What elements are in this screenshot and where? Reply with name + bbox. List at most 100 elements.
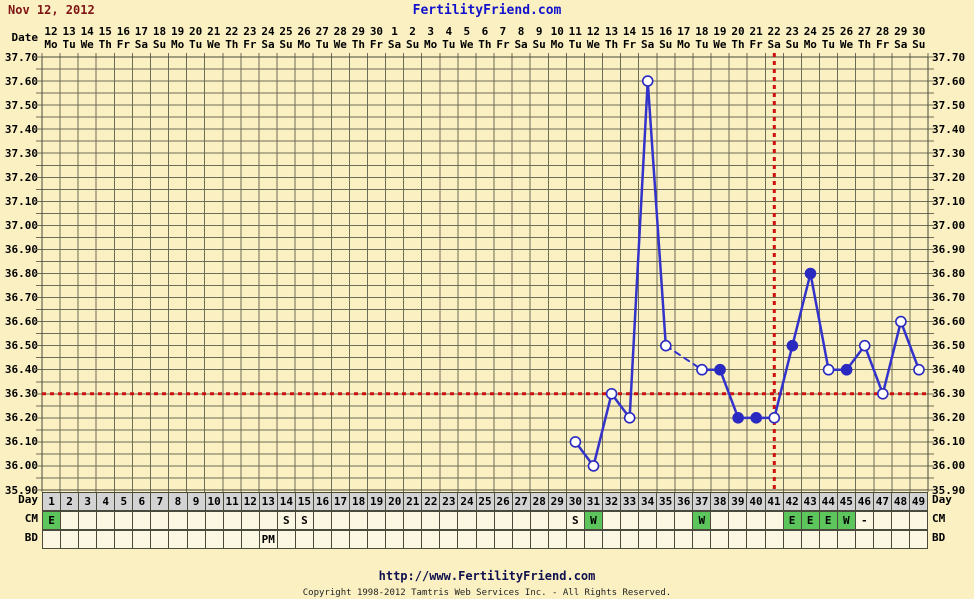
cm-cell — [386, 512, 405, 529]
y-axis-label-right: 36.40 — [932, 363, 966, 376]
weekday-abbrev: Tu — [568, 38, 582, 51]
weekday-abbrev: We — [586, 38, 600, 51]
bd-cell — [639, 531, 658, 548]
date-column: 28 Fr — [874, 25, 892, 52]
date-number: 28 — [333, 25, 347, 38]
y-axis-label-left: 37.60 — [4, 75, 38, 88]
date-number: 13 — [604, 25, 619, 38]
y-axis-label-right: 36.70 — [932, 291, 966, 304]
date-number: 21 — [207, 25, 221, 38]
date-column: 23 Su — [783, 25, 801, 52]
y-axis-label-left: 37.10 — [4, 195, 38, 208]
date-number: 24 — [261, 25, 275, 38]
temp-point-day-37 — [696, 363, 708, 376]
cm-cell — [873, 512, 892, 529]
date-column: 14 We — [78, 25, 96, 52]
weekday-abbrev: Fr — [116, 38, 130, 51]
day-cell: 41 — [765, 493, 784, 510]
site-header-link[interactable]: FertilityFriend.com — [412, 3, 562, 18]
date-number: 19 — [170, 25, 185, 38]
day-cell: 44 — [819, 493, 838, 510]
date-column: 12 Mo — [42, 25, 60, 52]
bd-cell — [350, 531, 369, 548]
footer-url-link[interactable]: http://www.FertilityFriend.com — [378, 569, 596, 583]
weekday-abbrev: Su — [152, 38, 167, 51]
date-number: 29 — [351, 25, 365, 38]
y-axis-label-right: 37.50 — [932, 99, 966, 112]
date-number: 26 — [297, 25, 311, 38]
temp-point-day-44 — [822, 363, 835, 376]
weekday-abbrev: Su — [785, 38, 799, 51]
date-number: 13 — [62, 25, 76, 38]
day-cell: 20 — [386, 493, 405, 510]
date-number: 23 — [243, 25, 257, 38]
date-number: 11 — [568, 25, 582, 38]
cm-cell — [169, 512, 188, 529]
day-cell: 36 — [675, 493, 694, 510]
temp-point-day-47 — [876, 387, 889, 400]
date-number: 27 — [857, 25, 872, 38]
weekday-abbrev: Tu — [442, 38, 456, 51]
bd-cell — [295, 531, 314, 548]
y-axis-label-right: 35.90 — [932, 484, 966, 497]
bd-cell — [241, 531, 260, 548]
weekday-abbrev: Fr — [496, 38, 510, 51]
y-axis-label-right: 36.10 — [932, 435, 966, 448]
bd-cell — [855, 531, 874, 548]
bd-cell — [566, 531, 585, 548]
bd-cell — [187, 531, 206, 548]
bd-cell — [277, 531, 296, 548]
date-number: 1 — [391, 25, 398, 38]
date-column: 29 Sa — [892, 25, 910, 52]
cm-cell — [602, 512, 621, 529]
date-column: 23 Fr — [241, 25, 259, 52]
cm-cell — [657, 512, 676, 529]
bd-cell — [837, 531, 856, 548]
weekday-abbrev: Fr — [243, 38, 257, 51]
cm-cell — [711, 512, 730, 529]
weekday-abbrev: Th — [604, 38, 619, 51]
date-column: 20 Tu — [187, 25, 205, 52]
bd-cell — [801, 531, 820, 548]
date-column: 13 Th — [602, 25, 620, 52]
date-number: 16 — [659, 25, 673, 38]
date-column: 6 Th — [476, 25, 494, 52]
date-number: 18 — [695, 25, 709, 38]
bd-cell — [675, 531, 694, 548]
cm-cell — [548, 512, 567, 529]
date-number: 7 — [499, 25, 507, 38]
y-axis-label-left: 36.70 — [4, 291, 38, 304]
day-cell: 48 — [891, 493, 910, 510]
y-axis-label-right: 36.60 — [932, 315, 966, 328]
date-column: 14 Fr — [621, 25, 639, 52]
chart-date-title: Nov 12, 2012 — [8, 3, 95, 17]
weekday-abbrev: Mo — [44, 38, 58, 51]
cm-cell — [404, 512, 423, 529]
cm-cell — [476, 512, 495, 529]
bd-cell — [548, 531, 567, 548]
weekday-abbrev: Tu — [189, 38, 203, 51]
bd-cell — [313, 531, 332, 548]
bd-cell — [711, 531, 730, 548]
cm-cell: W — [693, 512, 712, 529]
cm-cell — [313, 512, 332, 529]
day-cell: 34 — [639, 493, 658, 510]
y-axis-label-right: 37.00 — [932, 219, 966, 232]
date-number: 5 — [463, 25, 471, 38]
temp-point-day-39 — [732, 412, 744, 424]
date-number: 29 — [894, 25, 908, 38]
y-axis-label-right: 36.50 — [932, 339, 966, 352]
temp-line-segment — [791, 272, 812, 347]
date-header-row: 12 Mo 13 Tu 14 We 15 Th 16 Fr 17 Sa 18 Su 19 Mo 20 Tu 21 We… — [42, 25, 928, 52]
cm-cell — [729, 512, 748, 529]
cm-cell — [368, 512, 387, 529]
bd-row-label-left: BD — [24, 531, 38, 544]
date-number: 24 — [803, 25, 817, 38]
day-cell: 14 — [277, 493, 296, 510]
weekday-abbrev: Su — [532, 38, 546, 51]
date-column: 19 Mo — [169, 25, 187, 52]
cm-cell — [79, 512, 98, 529]
bd-cell — [169, 531, 188, 548]
date-number: 30 — [912, 25, 926, 38]
day-cell: 35 — [657, 493, 676, 510]
